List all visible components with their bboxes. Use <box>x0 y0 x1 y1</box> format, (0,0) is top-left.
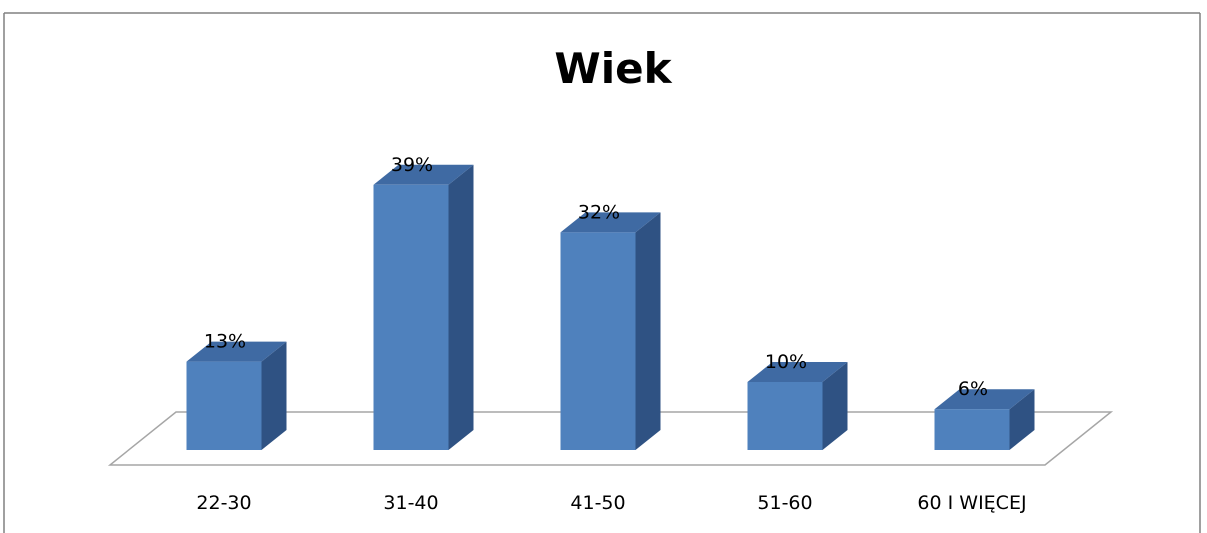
value-label: 13% <box>204 331 246 353</box>
bar-front <box>373 184 449 451</box>
category-label: 51-60 <box>757 492 812 514</box>
category-label: 41-50 <box>570 492 625 514</box>
category-label: 31-40 <box>383 492 438 514</box>
bar-51-60 <box>747 362 848 450</box>
bar-front <box>186 361 262 450</box>
value-label: 32% <box>578 201 620 223</box>
value-label: 39% <box>391 154 433 176</box>
bar-top <box>934 389 1035 410</box>
bar-60 I WIĘCEJ <box>934 389 1035 450</box>
bar-41-50 <box>560 212 661 450</box>
category-label: 22-30 <box>196 492 251 514</box>
bar-22-30 <box>186 341 287 450</box>
floor-plane <box>107 411 1114 466</box>
bar-top <box>560 212 661 233</box>
bar-side <box>261 341 287 450</box>
bar-31-40 <box>373 164 474 451</box>
chart-title: Wiek <box>554 44 672 93</box>
bars-group <box>186 164 1035 451</box>
bar-top <box>747 362 848 382</box>
value-label: 10% <box>765 351 807 373</box>
bar-side <box>635 212 661 450</box>
category-label: 60 I WIĘCEJ <box>917 492 1026 514</box>
bar-front <box>560 232 636 450</box>
bar-side <box>1009 389 1035 450</box>
value-labels-group: 13% 39% 32% 10% 6% <box>204 154 988 400</box>
category-labels-group: 22-30 31-40 41-50 51-60 60 I WIĘCEJ <box>196 492 1026 514</box>
bar-front <box>934 409 1010 450</box>
bar-front <box>747 382 823 450</box>
bar-side <box>822 362 848 450</box>
bar-top <box>186 341 287 362</box>
value-label: 6% <box>958 378 988 400</box>
bar-side <box>448 164 474 451</box>
bar-top <box>373 164 474 185</box>
